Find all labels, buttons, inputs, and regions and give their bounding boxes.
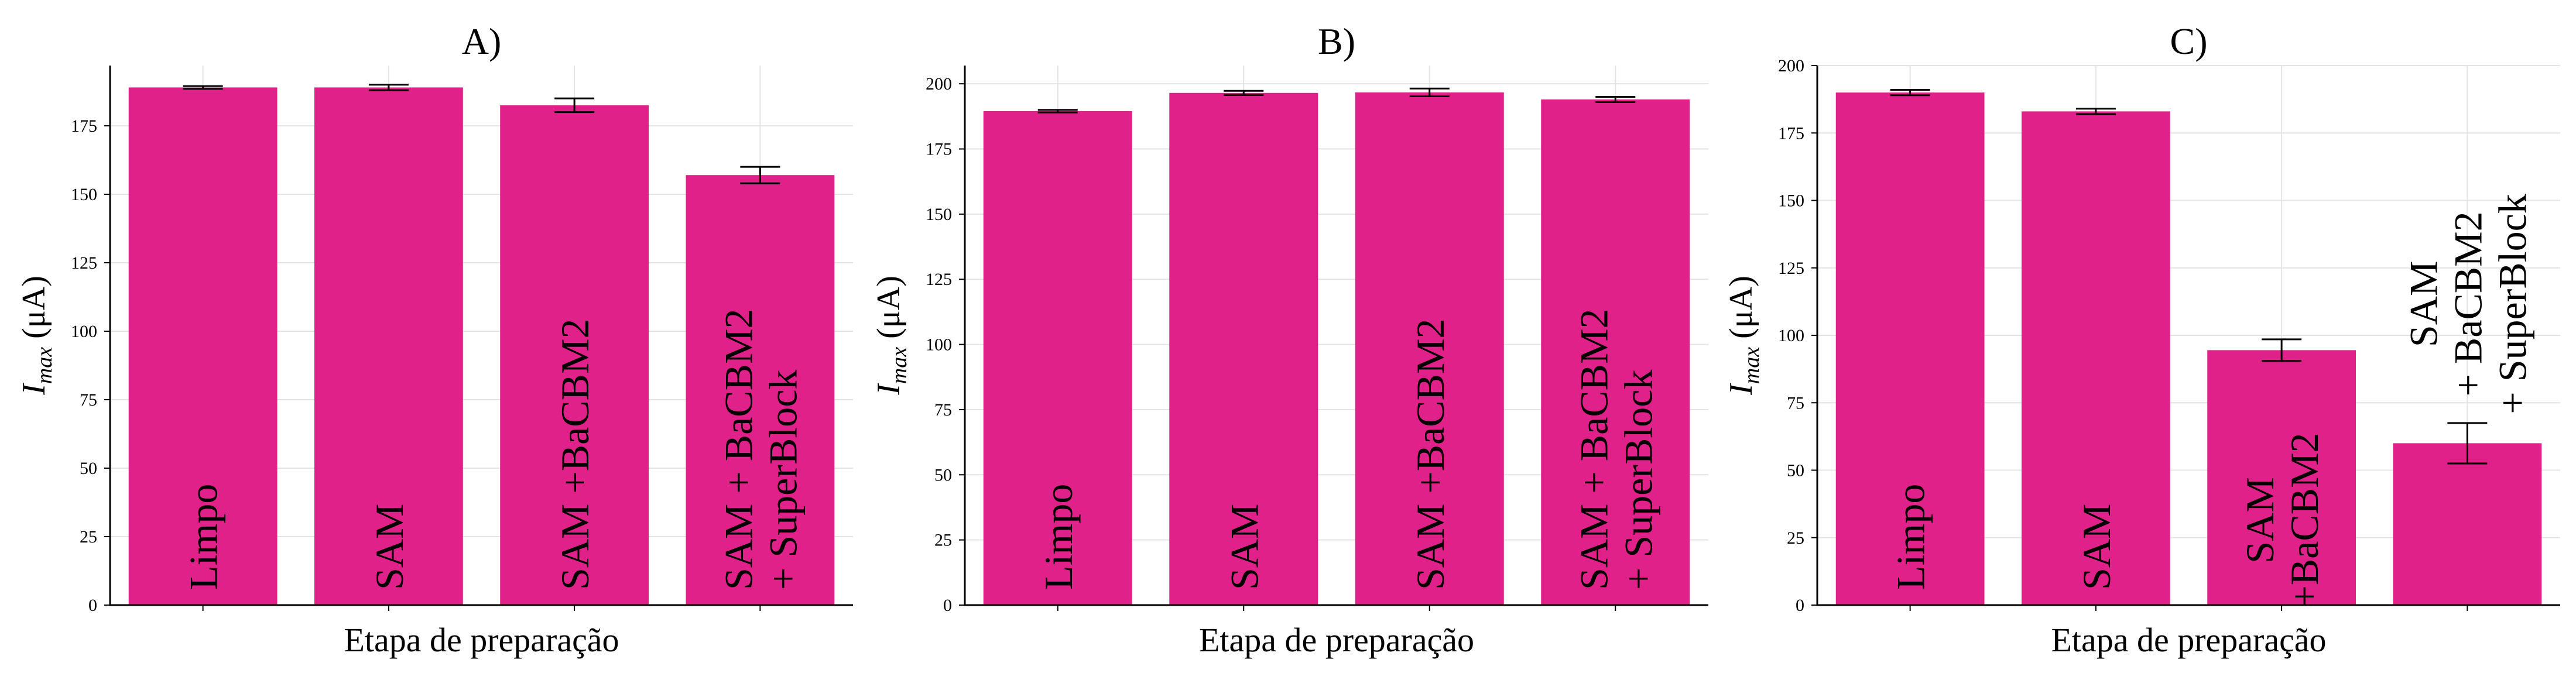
y-tick-label: 175 [71, 116, 97, 136]
bar-label: SAM + BaCBM2 [716, 309, 761, 590]
y-tick-label: 50 [934, 465, 952, 485]
chart-title: A) [462, 20, 502, 62]
y-tick-label: 0 [88, 596, 97, 615]
y-tick-label: 175 [926, 140, 952, 159]
y-axis-label-main: I [871, 383, 907, 396]
bar-label: SAM +BaCBM2 [553, 319, 597, 590]
y-tick-label: 50 [1787, 461, 1804, 480]
y-tick-label: 150 [71, 185, 97, 204]
bar [314, 87, 463, 605]
bar-label: Limpo [1889, 484, 1933, 590]
chart-title: B) [1318, 20, 1355, 62]
bar-label: SAM [2401, 261, 2445, 347]
bar-label: Limpo [1036, 484, 1081, 590]
y-tick-label: 0 [1796, 596, 1804, 615]
y-tick-label: 100 [1778, 326, 1804, 345]
y-axis-label-main: I [16, 383, 52, 396]
y-axis-label-unit: (μA) [871, 276, 907, 347]
bar-label: + SuperBlock [761, 370, 805, 590]
bar [983, 111, 1132, 606]
bar [1355, 92, 1504, 605]
bar-label: + BaCBM2 [2445, 211, 2490, 396]
y-tick-label: 75 [934, 400, 952, 420]
y-tick-label: 150 [1778, 191, 1804, 211]
x-axis-label: Etapa de preparação [2051, 621, 2326, 659]
bar-label: SAM + BaCBM2 [1571, 309, 1616, 590]
bar-label: +BaCBM2 [2282, 432, 2327, 607]
chart-panel-2: 0 25 50 75 100 125 150 175 200 Limpo SAM SAM +BaCBM… [871, 20, 1708, 659]
y-axis-label-subscript: max [887, 347, 912, 384]
y-tick-label: 200 [1778, 56, 1804, 75]
bar-label: + SuperBlock [1616, 370, 1660, 590]
bar-label: SAM [2074, 504, 2119, 590]
y-tick-label: 75 [1787, 393, 1804, 413]
y-tick-label: 25 [80, 527, 97, 547]
y-tick-label: 75 [80, 390, 97, 410]
bar-label: SAM +BaCBM2 [1408, 319, 1453, 590]
y-tick-label: 0 [943, 596, 952, 615]
bar [1835, 92, 1985, 606]
y-tick-label: 100 [71, 322, 97, 341]
chart-panel-1: 0 25 50 75 100 125 150 175 Limpo SAM SAM +BaCBM2 SA… [16, 20, 853, 659]
bar [500, 105, 649, 606]
chart-title: C) [2170, 20, 2208, 62]
y-axis-label-subscript: max [1739, 347, 1764, 384]
y-tick-label: 175 [1778, 123, 1804, 143]
bar-label: Limpo [181, 484, 226, 590]
x-axis-label: Etapa de preparação [344, 621, 619, 659]
bar [2021, 111, 2170, 605]
y-axis-label-subscript: max [32, 347, 57, 384]
y-tick-label: 125 [71, 253, 97, 273]
bar [128, 87, 278, 605]
y-axis-label: Imax (μA) [1723, 276, 1764, 396]
y-tick-label: 100 [926, 335, 952, 355]
y-tick-label: 125 [1778, 259, 1804, 278]
bar-label: SAM [2238, 477, 2282, 563]
y-tick-label: 200 [926, 74, 952, 94]
bar [2207, 350, 2356, 605]
y-tick-label: 25 [1787, 528, 1804, 548]
bar [686, 175, 835, 605]
y-axis-label-unit: (μA) [16, 276, 52, 347]
y-axis-label-main: I [1723, 383, 1759, 396]
x-axis-label: Etapa de preparação [1199, 621, 1474, 659]
y-tick-label: 125 [926, 270, 952, 289]
y-axis-label: Imax (μA) [871, 276, 912, 396]
y-axis-label-unit: (μA) [1723, 276, 1759, 347]
y-axis-label: Imax (μA) [16, 276, 57, 396]
bar-label: + SuperBlock [2490, 194, 2534, 414]
y-tick-label: 150 [926, 205, 952, 224]
bar [1169, 92, 1318, 605]
bar [2393, 443, 2542, 605]
bar-label: SAM [1222, 504, 1266, 590]
y-tick-label: 50 [80, 459, 97, 478]
y-tick-label: 25 [934, 531, 952, 550]
bar [1541, 99, 1690, 605]
bar-label: SAM [367, 504, 412, 590]
